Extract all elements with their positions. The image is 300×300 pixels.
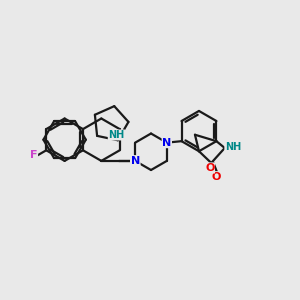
Text: O: O: [212, 172, 221, 182]
Text: O: O: [205, 163, 214, 173]
Text: N: N: [162, 138, 171, 148]
Text: NH: NH: [108, 130, 124, 140]
Text: F: F: [30, 150, 38, 161]
Text: N: N: [130, 156, 140, 166]
Text: N: N: [130, 156, 140, 166]
Text: NH: NH: [225, 142, 241, 152]
